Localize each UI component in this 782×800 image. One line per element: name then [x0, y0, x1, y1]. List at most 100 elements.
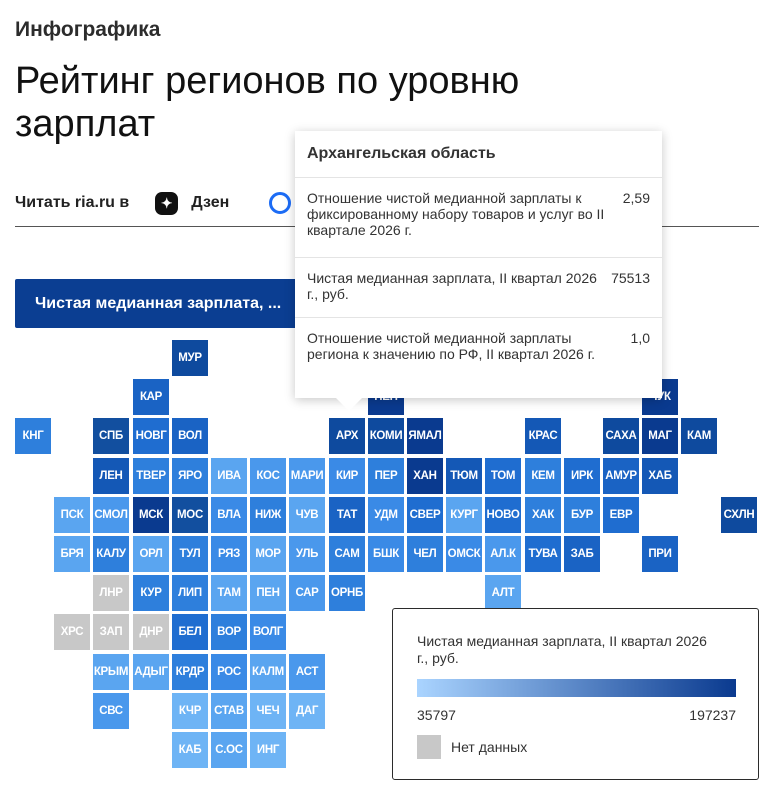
region-tile-удм[interactable]: УДМ [368, 497, 404, 533]
legend-no-data-swatch [417, 735, 441, 759]
dzen-link[interactable]: Дзен [191, 194, 230, 211]
tooltip-row-label: Отношение чистой медианной зарплаты к фи… [307, 190, 605, 238]
region-tile-евр[interactable]: ЕВР [603, 497, 639, 533]
region-tile-саха[interactable]: САХА [603, 418, 639, 454]
region-tile-адыг[interactable]: АДЫГ [133, 654, 169, 690]
region-tile-ново[interactable]: НОВО [485, 497, 521, 533]
region-tile-лнр[interactable]: ЛНР [93, 575, 129, 611]
region-tile-кур[interactable]: КУР [133, 575, 169, 611]
region-tile-тува[interactable]: ТУВА [525, 536, 561, 572]
region-tile-мск[interactable]: МСК [133, 497, 169, 533]
metric-select-button[interactable]: Чистая медианная зарплата, ... [15, 279, 305, 328]
section-kicker: Инфографика [15, 18, 161, 41]
region-tile-чув[interactable]: ЧУВ [289, 497, 325, 533]
region-tile-новг[interactable]: НОВГ [133, 418, 169, 454]
region-tile-каб[interactable]: КАБ [172, 732, 208, 768]
tooltip-region-name: Архангельская область [295, 131, 662, 178]
region-tile-яро[interactable]: ЯРО [172, 458, 208, 494]
region-tile-лен[interactable]: ЛЕН [93, 458, 129, 494]
region-tile-при[interactable]: ПРИ [642, 536, 678, 572]
region-tile-орл[interactable]: ОРЛ [133, 536, 169, 572]
region-tile-чел[interactable]: ЧЕЛ [407, 536, 443, 572]
region-tile-крдр[interactable]: КРДР [172, 654, 208, 690]
legend-gradient-bar [417, 679, 736, 697]
tooltip-row: Чистая медианная зарплата, II квартал 20… [295, 258, 662, 318]
region-tile-ирк[interactable]: ИРК [564, 458, 600, 494]
region-tile-маг[interactable]: МАГ [642, 418, 678, 454]
dzen-star-icon[interactable]: ✦ [155, 191, 179, 215]
region-tile-зап[interactable]: ЗАП [93, 614, 129, 650]
region-tile-калм[interactable]: КАЛМ [250, 654, 286, 690]
region-tile-схлн[interactable]: СХЛН [721, 497, 757, 533]
region-tile-крым[interactable]: КРЫМ [93, 654, 129, 690]
region-tile-инг[interactable]: ИНГ [250, 732, 286, 768]
region-tile-днр[interactable]: ДНР [133, 614, 169, 650]
region-tile-даг[interactable]: ДАГ [289, 693, 325, 729]
region-tile-кир[interactable]: КИР [329, 458, 365, 494]
region-tile-кар[interactable]: КАР [133, 379, 169, 415]
region-tile-тул[interactable]: ТУЛ [172, 536, 208, 572]
region-tile-арх[interactable]: АРХ [329, 418, 365, 454]
region-tile-смол[interactable]: СМОЛ [93, 497, 129, 533]
region-tile-вор[interactable]: ВОР [211, 614, 247, 650]
region-tile-кнг[interactable]: КНГ [15, 418, 51, 454]
region-tile-там[interactable]: ТАМ [211, 575, 247, 611]
region-tile-хан[interactable]: ХАН [407, 458, 443, 494]
legend-min-value: 35797 [417, 707, 456, 723]
region-tile-аст[interactable]: АСТ [289, 654, 325, 690]
region-tile-орнб[interactable]: ОРНБ [329, 575, 365, 611]
region-tile-заб[interactable]: ЗАБ [564, 536, 600, 572]
region-tile-кург[interactable]: КУРГ [446, 497, 482, 533]
region-tile-ряз[interactable]: РЯЗ [211, 536, 247, 572]
region-tile-кчр[interactable]: КЧР [172, 693, 208, 729]
region-tile-амур[interactable]: АМУР [603, 458, 639, 494]
region-tile-тат[interactable]: ТАТ [329, 497, 365, 533]
region-tile-вла[interactable]: ВЛА [211, 497, 247, 533]
region-tile-ямал[interactable]: ЯМАЛ [407, 418, 443, 454]
tooltip-row-value: 75513 [611, 270, 650, 286]
region-tile-мари[interactable]: МАРИ [289, 458, 325, 494]
region-tile-коми[interactable]: КОМИ [368, 418, 404, 454]
region-tile-хаб[interactable]: ХАБ [642, 458, 678, 494]
region-tile-волг[interactable]: ВОЛГ [250, 614, 286, 650]
region-tile-мор[interactable]: МОР [250, 536, 286, 572]
region-tile-ал.к[interactable]: АЛ.К [485, 536, 521, 572]
region-tile-мур[interactable]: МУР [172, 340, 208, 376]
map-legend: Чистая медианная зарплата, II квартал 20… [392, 608, 759, 780]
region-tile-калу[interactable]: КАЛУ [93, 536, 129, 572]
region-tile-твер[interactable]: ТВЕР [133, 458, 169, 494]
region-tile-пер[interactable]: ПЕР [368, 458, 404, 494]
region-tile-вол[interactable]: ВОЛ [172, 418, 208, 454]
region-tile-пен[interactable]: ПЕН [250, 575, 286, 611]
region-tile-спб[interactable]: СПБ [93, 418, 129, 454]
region-tile-ниж[interactable]: НИЖ [250, 497, 286, 533]
region-tile-тюм[interactable]: ТЮМ [446, 458, 482, 494]
region-tile-мос[interactable]: МОС [172, 497, 208, 533]
region-tile-алт[interactable]: АЛТ [485, 575, 521, 611]
region-tile-чеч[interactable]: ЧЕЧ [250, 693, 286, 729]
max-messenger-icon[interactable] [269, 192, 292, 214]
region-tile-бел[interactable]: БЕЛ [172, 614, 208, 650]
region-tile-ива[interactable]: ИВА [211, 458, 247, 494]
region-tile-хрс[interactable]: ХРС [54, 614, 90, 650]
region-tile-хак[interactable]: ХАК [525, 497, 561, 533]
region-tile-бур[interactable]: БУР [564, 497, 600, 533]
region-tile-уль[interactable]: УЛЬ [289, 536, 325, 572]
region-tile-свер[interactable]: СВЕР [407, 497, 443, 533]
region-tile-кем[interactable]: КЕМ [525, 458, 561, 494]
region-tile-рос[interactable]: РОС [211, 654, 247, 690]
region-tile-омск[interactable]: ОМСК [446, 536, 482, 572]
region-tile-том[interactable]: ТОМ [485, 458, 521, 494]
region-tile-сам[interactable]: САМ [329, 536, 365, 572]
region-tile-с.ос[interactable]: С.ОС [211, 732, 247, 768]
region-tile-крас[interactable]: КРАС [525, 418, 561, 454]
region-tile-бшк[interactable]: БШК [368, 536, 404, 572]
region-tile-сар[interactable]: САР [289, 575, 325, 611]
region-tile-свс[interactable]: СВС [93, 693, 129, 729]
region-tile-кам[interactable]: КАМ [681, 418, 717, 454]
region-tile-пск[interactable]: ПСК [54, 497, 90, 533]
region-tile-кос[interactable]: КОС [250, 458, 286, 494]
region-tile-став[interactable]: СТАВ [211, 693, 247, 729]
region-tile-бря[interactable]: БРЯ [54, 536, 90, 572]
region-tile-лип[interactable]: ЛИП [172, 575, 208, 611]
